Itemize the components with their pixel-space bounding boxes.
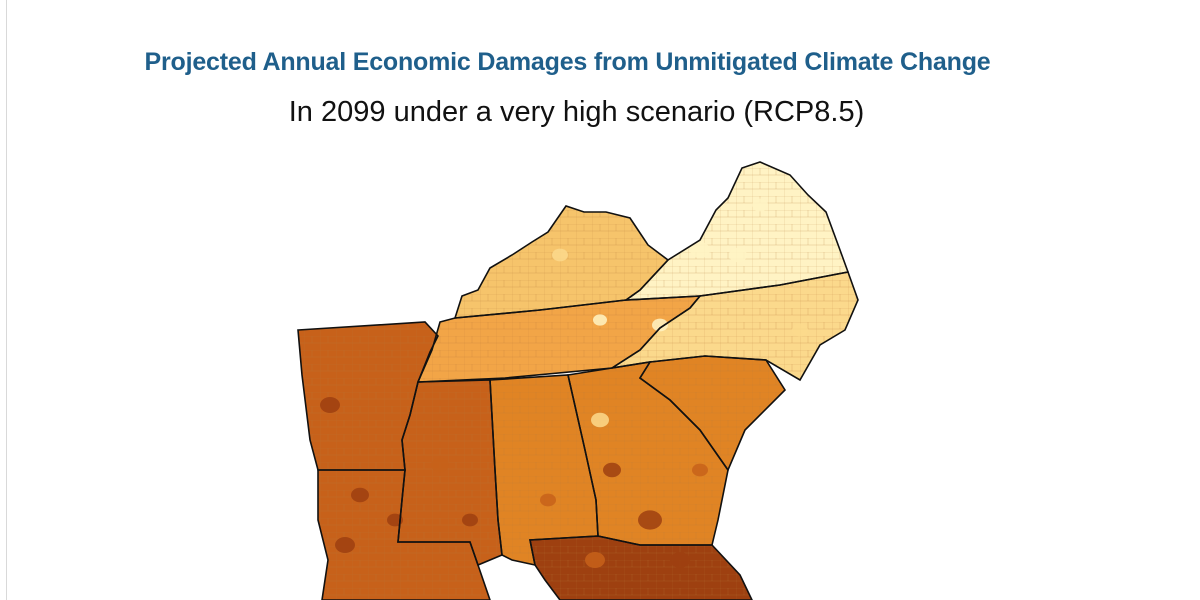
county-cluster xyxy=(585,552,605,568)
county-texture xyxy=(298,162,858,600)
county-cluster xyxy=(552,248,568,262)
county-grid-ky xyxy=(455,206,668,318)
county-cluster xyxy=(690,242,710,258)
state-border-fl xyxy=(529,535,753,600)
county-cluster xyxy=(603,462,621,478)
chart-title: Projected Annual Economic Damages from U… xyxy=(144,48,991,76)
county-grid-tn xyxy=(418,296,700,382)
county-cluster xyxy=(351,487,369,503)
county-cluster xyxy=(335,537,355,553)
county-cluster xyxy=(462,513,478,527)
county-cluster xyxy=(320,397,340,413)
county-grid-sc xyxy=(640,356,785,470)
state-borders xyxy=(297,161,859,600)
county-cluster xyxy=(591,412,609,428)
county-cluster xyxy=(670,552,690,568)
county-grid-la xyxy=(318,470,490,600)
county-cluster xyxy=(792,323,808,337)
county-cluster xyxy=(692,463,708,477)
county-grid-ms xyxy=(398,380,502,565)
county-grid-fl xyxy=(530,536,752,600)
county-cluster xyxy=(431,457,449,473)
county-cluster xyxy=(540,493,556,507)
county-cluster xyxy=(752,198,768,212)
county-grid-ga xyxy=(568,362,728,545)
county-grid-nc xyxy=(612,272,858,380)
left-border-rule xyxy=(6,0,7,600)
county-hotspots xyxy=(320,198,808,568)
county-grid-ar xyxy=(298,322,438,470)
county-grid-va xyxy=(626,162,848,300)
county-cluster xyxy=(638,510,662,530)
state-border-sc xyxy=(638,355,787,472)
county-cluster xyxy=(593,314,607,326)
chart-subtitle: In 2099 under a very high scenario (RCP8… xyxy=(288,96,865,128)
state-border-la xyxy=(317,469,491,600)
county-cluster xyxy=(729,247,747,263)
county-cluster xyxy=(652,318,668,332)
county-grid-al xyxy=(490,375,598,565)
